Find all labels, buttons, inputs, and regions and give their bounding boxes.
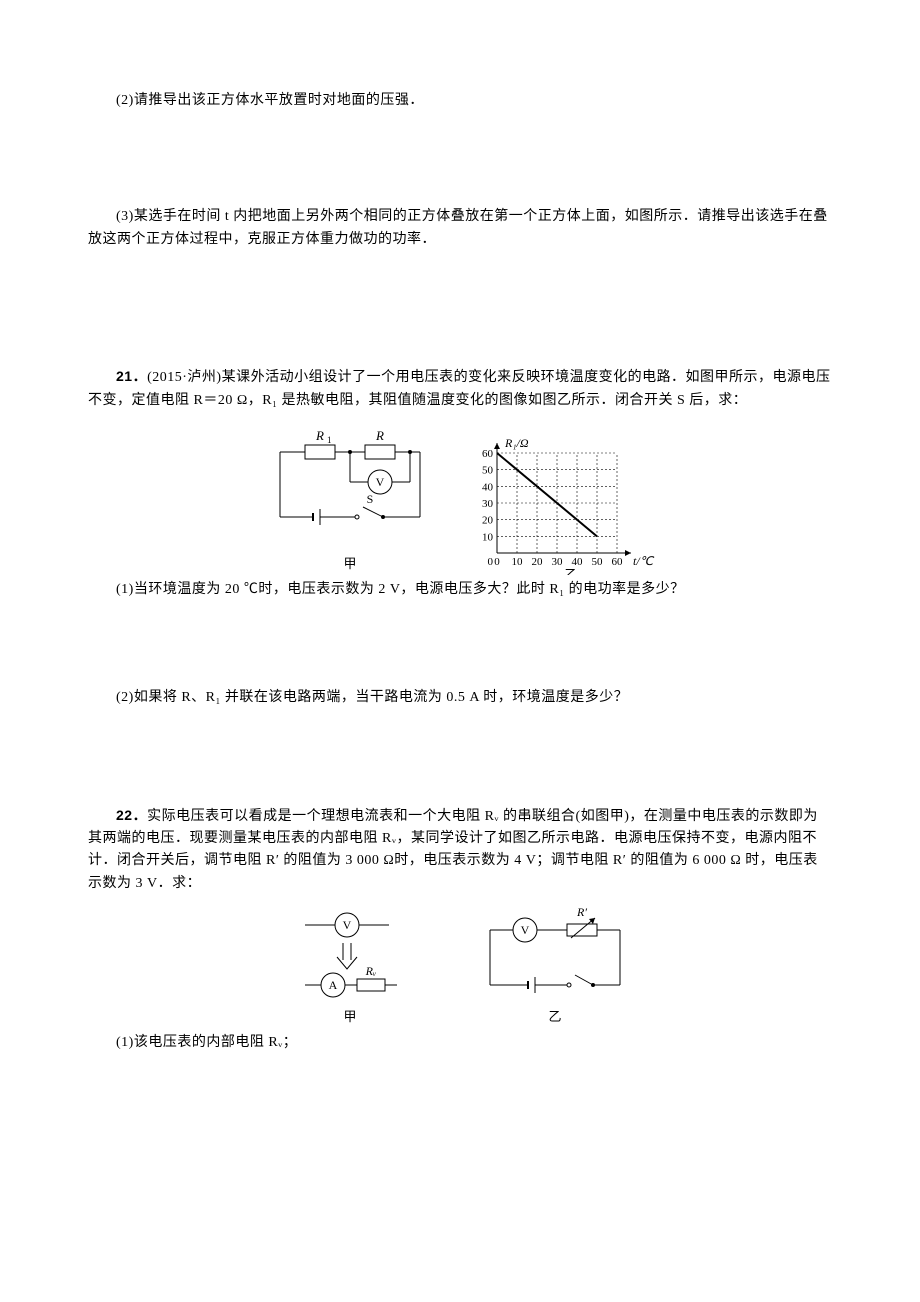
q22-sub1: (1)该电压表的内部电阻 Rᵥ； bbox=[88, 1032, 832, 1054]
svg-text:V: V bbox=[376, 475, 385, 489]
q22-figB-caption: 乙 bbox=[475, 1007, 635, 1028]
q21-stem: 21．(2015·泸州)某课外活动小组设计了一个用电压表的变化来反映环境温度变化… bbox=[88, 365, 832, 412]
q22-figA-caption: 甲 bbox=[285, 1007, 415, 1028]
q21-circuit-diagram: R1RSV bbox=[265, 422, 435, 552]
q21-graph: 01020304050601020304050600R₁/Ωt/℃乙 bbox=[465, 435, 655, 575]
svg-text:乙: 乙 bbox=[564, 567, 577, 575]
svg-text:30: 30 bbox=[482, 498, 494, 510]
q22-stem: 22．实际电压表可以看成是一个理想电流表和一个大电阻 Rᵥ 的串联组合(如图甲)… bbox=[88, 804, 832, 896]
q22-lead-text: 实际电压表可以看成是一个理想电流表和一个大电阻 Rᵥ 的串联组合(如图甲)，在测… bbox=[88, 809, 818, 891]
q21-figure-row: R1RSV 甲 01020304050601020304050600R₁/Ωt/… bbox=[88, 422, 832, 575]
q22-number: 22． bbox=[116, 807, 147, 823]
svg-text:S: S bbox=[367, 492, 374, 506]
q21-circuit-caption: 甲 bbox=[265, 554, 435, 575]
svg-text:A: A bbox=[329, 978, 338, 992]
svg-text:Rᵥ: Rᵥ bbox=[365, 964, 377, 978]
svg-text:60: 60 bbox=[612, 556, 624, 568]
svg-text:30: 30 bbox=[552, 556, 564, 568]
q21-lead-text: (2015·泸州)某课外活动小组设计了一个用电压表的变化来反映环境温度变化的电路… bbox=[88, 370, 831, 407]
q22-figA-wrapper: V A Rᵥ 甲 bbox=[285, 905, 415, 1028]
q21-sub1: (1)当环境温度为 20 ℃时，电压表示数为 2 V，电源电压多大？此时 R₁ … bbox=[88, 579, 832, 601]
blank-space bbox=[88, 345, 832, 365]
q21-graph-wrapper: 01020304050601020304050600R₁/Ωt/℃乙 bbox=[465, 435, 655, 575]
blank-space bbox=[88, 118, 832, 206]
svg-text:R₁/Ω: R₁/Ω bbox=[504, 436, 529, 450]
blank-space bbox=[88, 257, 832, 345]
svg-text:1: 1 bbox=[327, 435, 332, 445]
q21-sub2: (2)如果将 R、R₁ 并联在该电路两端，当干路电流为 0.5 A 时，环境温度… bbox=[88, 687, 832, 709]
q-pre-part3-line1: (3)某选手在时间 t 内把地面上另外两个相同的正方体叠放在第一个正方体上面，如… bbox=[88, 206, 832, 251]
svg-text:R: R bbox=[375, 428, 384, 443]
svg-text:10: 10 bbox=[482, 531, 494, 543]
svg-text:20: 20 bbox=[482, 514, 494, 526]
svg-text:R′: R′ bbox=[576, 905, 587, 919]
svg-text:50: 50 bbox=[592, 556, 604, 568]
blank-space bbox=[88, 716, 832, 786]
blank-space bbox=[88, 786, 832, 804]
svg-text:50: 50 bbox=[482, 464, 494, 476]
svg-text:20: 20 bbox=[532, 556, 544, 568]
q21-circuit-wrapper: R1RSV 甲 bbox=[265, 422, 435, 575]
q-pre-part2: (2)请推导出该正方体水平放置时对地面的压强． bbox=[88, 90, 832, 112]
svg-text:40: 40 bbox=[482, 481, 494, 493]
q22-figB-diagram: V R′ bbox=[475, 905, 635, 1005]
svg-text:t/℃: t/℃ bbox=[633, 554, 655, 568]
blank-space bbox=[88, 607, 832, 677]
q21-number: 21． bbox=[116, 368, 147, 384]
svg-text:V: V bbox=[521, 923, 530, 937]
svg-text:R: R bbox=[315, 428, 324, 443]
svg-text:0: 0 bbox=[488, 556, 494, 568]
svg-text:10: 10 bbox=[512, 556, 524, 568]
q22-figB-wrapper: V R′ 乙 bbox=[475, 905, 635, 1028]
q22-figA-diagram: V A Rᵥ bbox=[285, 905, 415, 1005]
blank-space bbox=[88, 677, 832, 687]
svg-text:V: V bbox=[343, 918, 352, 932]
document-page: (2)请推导出该正方体水平放置时对地面的压强． (3)某选手在时间 t 内把地面… bbox=[0, 0, 920, 1302]
svg-text:0: 0 bbox=[494, 556, 500, 568]
svg-text:60: 60 bbox=[482, 448, 494, 460]
q22-figure-row: V A Rᵥ 甲 V R′ 乙 bbox=[88, 905, 832, 1028]
